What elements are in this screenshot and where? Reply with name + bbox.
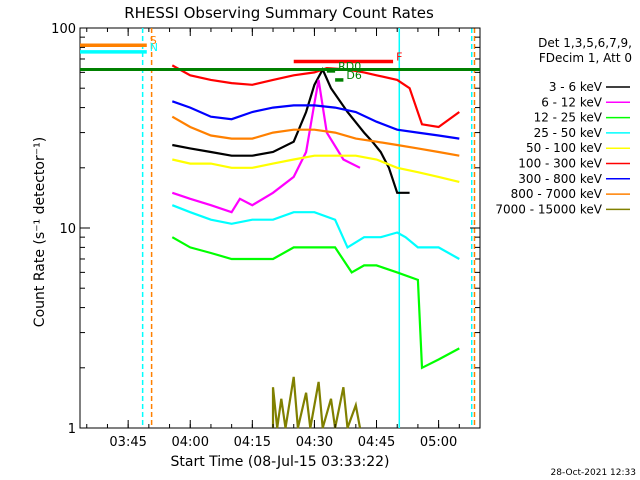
y-axis-label: Count Rate (s⁻¹ detector⁻¹) (32, 137, 48, 327)
series-line-3 (171, 204, 460, 260)
series-line-6 (171, 100, 460, 140)
legend-label-1: 6 - 12 keV (541, 95, 603, 109)
y-axis: 1 10 100 (51, 22, 480, 437)
y-tick-label-2: 100 (51, 22, 76, 37)
series-line-8 (271, 376, 362, 429)
y-tick-label-1: 10 (59, 222, 76, 237)
flag-label-2: F (396, 50, 402, 63)
legend-header-0: Det 1,3,5,6,7,9, (538, 36, 632, 50)
flag-label-1: N (150, 41, 158, 54)
flag-label-0: S (150, 34, 157, 47)
x-tick-label-3: 04:30 (296, 435, 333, 450)
y-tick-label-0: 1 (68, 422, 76, 437)
legend-label-5: 100 - 300 keV (518, 157, 602, 171)
chart-title: RHESSI Observing Summary Count Rates (124, 4, 434, 22)
legend: Det 1,3,5,6,7,9,FDecim 1, Att 0 3 - 6 keV… (495, 36, 632, 216)
series-line-4 (172, 154, 460, 183)
legend-label-0: 3 - 6 keV (549, 80, 603, 94)
x-tick-label-5: 05:00 (420, 435, 457, 450)
x-axis-label: Start Time (08-Jul-15 03:33:22) (170, 454, 389, 470)
legend-label-8: 7000 - 15000 keV (495, 202, 602, 216)
series-line-1 (171, 79, 361, 214)
series-line-2 (171, 236, 460, 370)
legend-label-3: 25 - 50 keV (534, 126, 603, 140)
legend-header-1: FDecim 1, Att 0 (539, 51, 632, 65)
footer-date: 28-Oct-2021 12:33 (551, 468, 636, 478)
legend-label-7: 800 - 7000 keV (511, 187, 603, 201)
legend-label-6: 300 - 800 keV (518, 172, 602, 186)
x-tick-label-2: 04:15 (234, 435, 271, 450)
x-tick-label-4: 04:45 (358, 435, 395, 450)
legend-label-2: 12 - 25 keV (534, 111, 603, 125)
x-tick-label-1: 04:00 (172, 435, 209, 450)
series-line-7 (171, 115, 460, 157)
series-line-0 (172, 67, 410, 194)
x-tick-label-0: 03:45 (109, 435, 146, 450)
legend-label-4: 50 - 100 keV (526, 141, 603, 155)
x-axis: 03:45 04:00 04:15 04:30 04:45 05:00 (86, 28, 481, 450)
flag-label-4: D6 (346, 69, 361, 82)
